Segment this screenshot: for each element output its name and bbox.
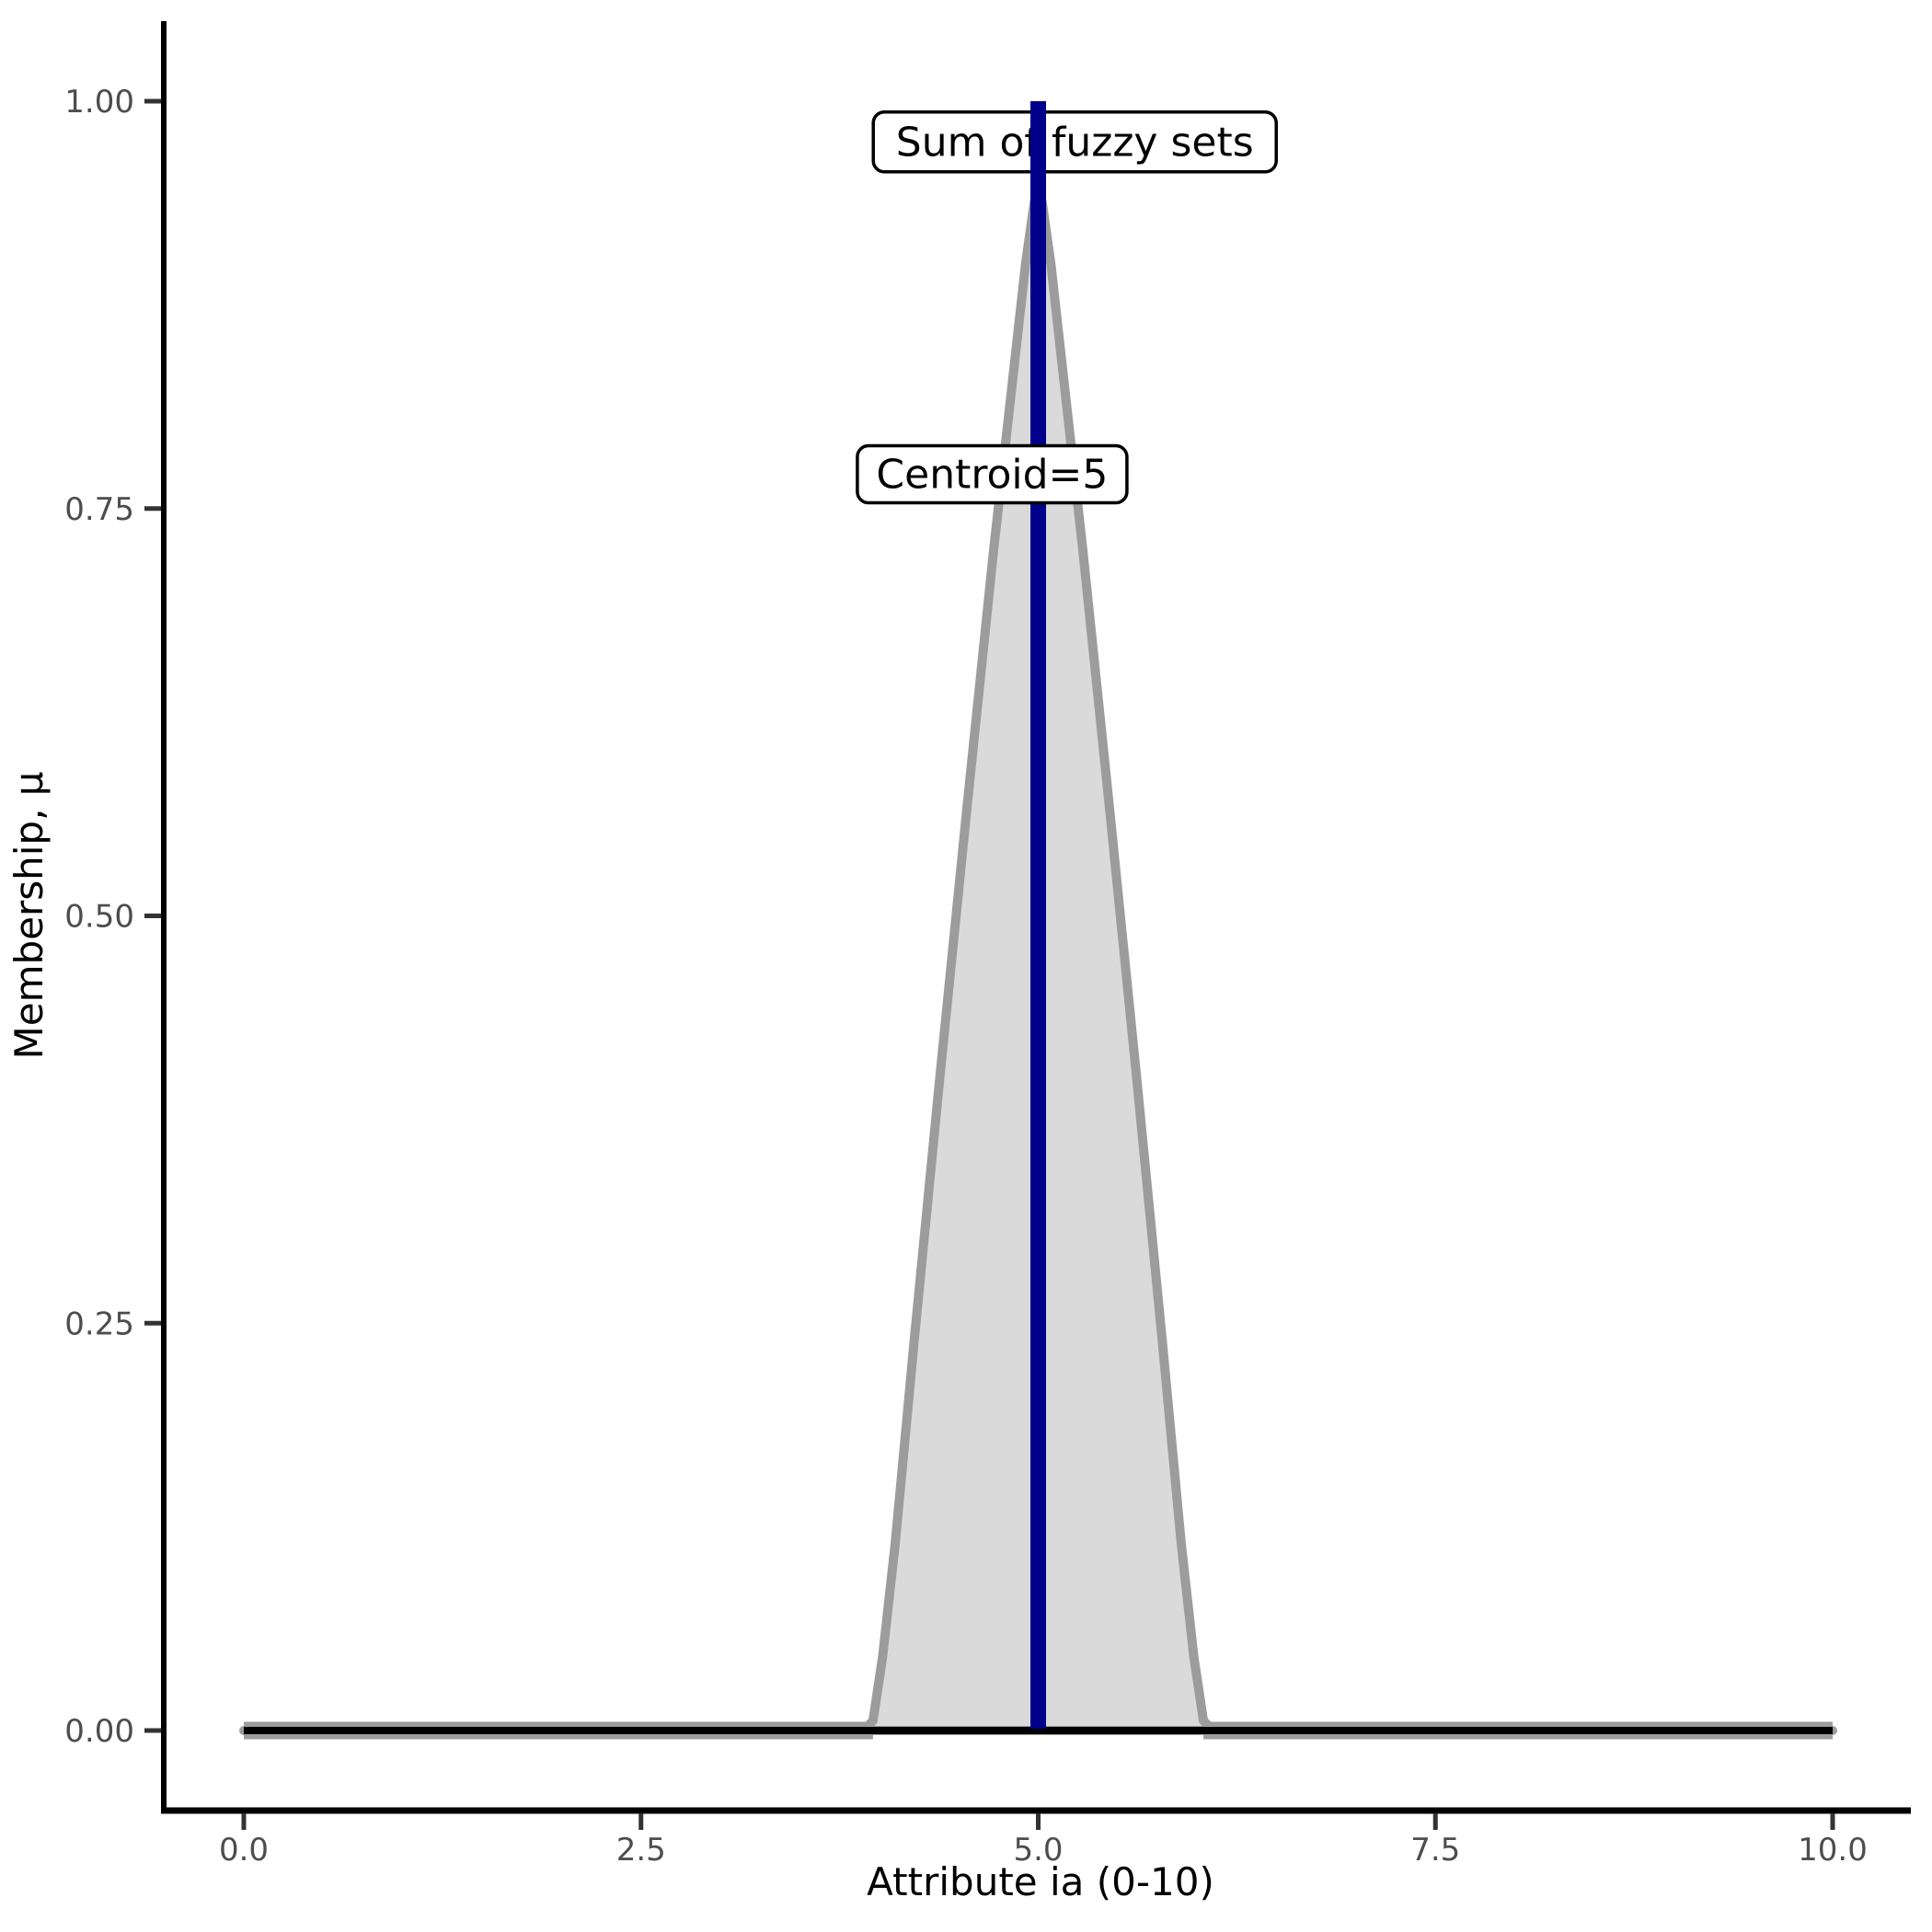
y-axis-ticks: 0.00 0.25 0.50 0.75 1.00 (64, 84, 161, 1750)
x-axis-ticks: 0.0 2.5 5.0 7.5 10.0 (219, 1813, 1868, 1869)
tick-label: 0.00 (64, 1713, 134, 1750)
tick-label: 7.5 (1410, 1832, 1460, 1869)
tick-label: 0.0 (219, 1832, 269, 1869)
tick-label: 5.0 (1013, 1832, 1063, 1869)
x-axis-title: Attribute ia (0-10) (867, 1859, 1214, 1904)
tick-label: 0.75 (64, 491, 134, 528)
centroid-label-box (856, 443, 1129, 505)
tick-label: 0.25 (64, 1305, 134, 1342)
sum-label-box (871, 110, 1278, 174)
tick-label: 10.0 (1798, 1832, 1868, 1869)
tick-label: 2.5 (616, 1832, 666, 1869)
y-axis-title: Membership, μ (6, 771, 52, 1059)
sum-of-fuzzy-sets-label: Sum of fuzzy sets (871, 110, 1278, 174)
centroid-label-text: Centroid=5 (876, 452, 1108, 499)
centroid-label: Centroid=5 (856, 443, 1129, 505)
sum-label-text: Sum of fuzzy sets (896, 119, 1254, 166)
tick-label: 0.50 (64, 899, 134, 936)
tick-label: 1.00 (64, 84, 134, 121)
